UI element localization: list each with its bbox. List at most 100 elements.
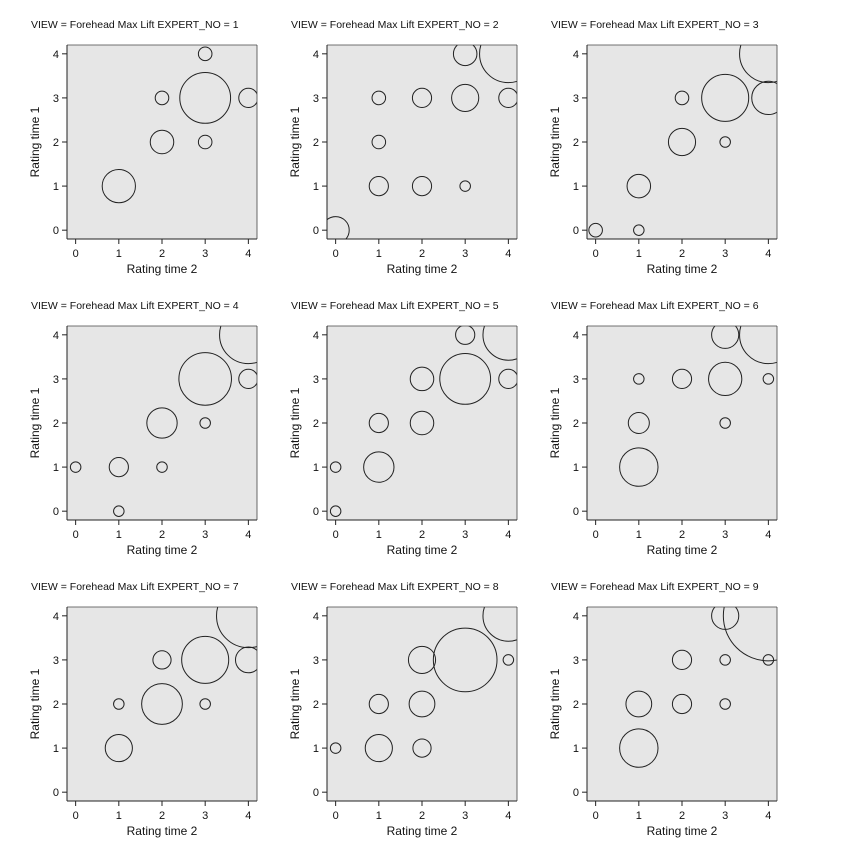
panel-2: VIEW = Forehead Max Lift EXPERT_NO = 2 0 1… — [288, 19, 518, 276]
bubble — [152, 650, 172, 670]
x-tick-label: 0 — [593, 248, 599, 260]
bubble — [329, 505, 342, 517]
x-tick-label: 4 — [765, 810, 771, 822]
x-tick-label: 2 — [679, 529, 685, 541]
x-axis-label: Rating time 2 — [387, 262, 458, 276]
bubble — [627, 411, 650, 435]
bubble — [625, 690, 653, 718]
bubble — [219, 326, 257, 365]
bubble — [411, 87, 433, 109]
bubble — [364, 734, 393, 763]
bubble — [482, 607, 517, 642]
bubble — [762, 373, 775, 385]
bubble — [113, 698, 125, 710]
y-tick-label: 2 — [313, 137, 319, 149]
x-tick-label: 2 — [679, 248, 685, 260]
bubbles — [588, 45, 777, 238]
bubble — [409, 410, 435, 436]
panel-7: VIEW = Forehead Max Lift EXPERT_NO = 7 0 1… — [28, 581, 258, 838]
panel-title: VIEW = Forehead Max Lift EXPERT_NO = 3 — [551, 19, 759, 31]
x-tick-label: 1 — [116, 810, 122, 822]
x-tick-label: 1 — [636, 248, 642, 260]
bubble — [719, 654, 731, 666]
y-tick-label: 1 — [53, 462, 59, 474]
bubble — [482, 326, 517, 361]
panel-8: VIEW = Forehead Max Lift EXPERT_NO = 8 0 1… — [288, 581, 518, 838]
y-tick-label: 2 — [53, 418, 59, 430]
bubble — [146, 407, 178, 439]
bubble — [701, 73, 750, 122]
y-tick-label: 1 — [313, 181, 319, 193]
bubble — [238, 87, 257, 109]
bubble — [368, 693, 389, 715]
y-tick-label: 1 — [53, 743, 59, 755]
y-tick-label: 3 — [313, 655, 319, 667]
bubble — [626, 173, 652, 199]
y-tick-label: 4 — [573, 49, 579, 61]
y-tick-label: 3 — [53, 655, 59, 667]
y-tick-label: 4 — [313, 611, 319, 623]
bubble — [711, 326, 740, 349]
panel-4: VIEW = Forehead Max Lift EXPERT_NO = 4 0 1… — [28, 300, 258, 557]
bubbles — [69, 326, 257, 517]
bubble — [671, 693, 693, 715]
x-tick-label: 2 — [159, 529, 165, 541]
y-tick-label: 3 — [53, 374, 59, 386]
bubble — [409, 366, 435, 392]
bubble — [439, 353, 492, 405]
x-tick-label: 2 — [419, 248, 425, 260]
bubble — [739, 45, 777, 84]
bubbles — [619, 607, 777, 768]
bubble — [329, 461, 342, 473]
y-tick-label: 0 — [313, 787, 319, 799]
y-tick-label: 2 — [53, 699, 59, 711]
bubble — [141, 683, 183, 725]
y-tick-label: 2 — [53, 137, 59, 149]
x-tick-label: 3 — [722, 810, 728, 822]
bubble — [411, 175, 433, 197]
bubbles — [329, 326, 517, 517]
bubble — [199, 698, 211, 710]
bubble — [667, 127, 697, 157]
panel-title: VIEW = Forehead Max Lift EXPERT_NO = 2 — [291, 19, 499, 31]
bubble — [234, 646, 257, 674]
x-tick-label: 4 — [245, 529, 251, 541]
x-tick-label: 0 — [73, 248, 79, 260]
bubble — [154, 90, 170, 106]
bubble — [69, 461, 82, 473]
x-tick-label: 2 — [159, 810, 165, 822]
y-tick-label: 4 — [573, 611, 579, 623]
bubbles — [329, 607, 517, 763]
x-tick-label: 4 — [505, 529, 511, 541]
bubble — [181, 635, 230, 684]
x-tick-label: 3 — [462, 529, 468, 541]
panel-1: VIEW = Forehead Max Lift EXPERT_NO = 1 0 1… — [28, 19, 258, 276]
plot-area — [587, 326, 777, 520]
y-tick-label: 2 — [573, 137, 579, 149]
y-tick-label: 2 — [573, 699, 579, 711]
bubble — [479, 45, 517, 84]
x-axis-label: Rating time 2 — [647, 543, 718, 557]
x-tick-label: 2 — [419, 810, 425, 822]
bubble — [238, 368, 257, 390]
x-axis-label: Rating time 2 — [387, 543, 458, 557]
panel-title: VIEW = Forehead Max Lift EXPERT_NO = 9 — [551, 581, 759, 593]
y-tick-label: 3 — [573, 374, 579, 386]
x-tick-label: 0 — [333, 810, 339, 822]
bubbles — [101, 46, 257, 204]
bubble — [371, 90, 387, 106]
bubble — [108, 456, 129, 478]
bubble — [719, 698, 731, 710]
bubble — [498, 87, 517, 109]
plot-area — [587, 607, 777, 801]
x-tick-label: 0 — [333, 529, 339, 541]
y-axis-label: Rating time 1 — [548, 106, 562, 177]
y-tick-label: 4 — [573, 330, 579, 342]
x-tick-label: 1 — [376, 529, 382, 541]
panel-title: VIEW = Forehead Max Lift EXPERT_NO = 5 — [291, 300, 499, 312]
y-tick-label: 3 — [573, 93, 579, 105]
y-tick-label: 3 — [53, 93, 59, 105]
bubble — [719, 136, 731, 148]
bubble — [197, 134, 213, 150]
